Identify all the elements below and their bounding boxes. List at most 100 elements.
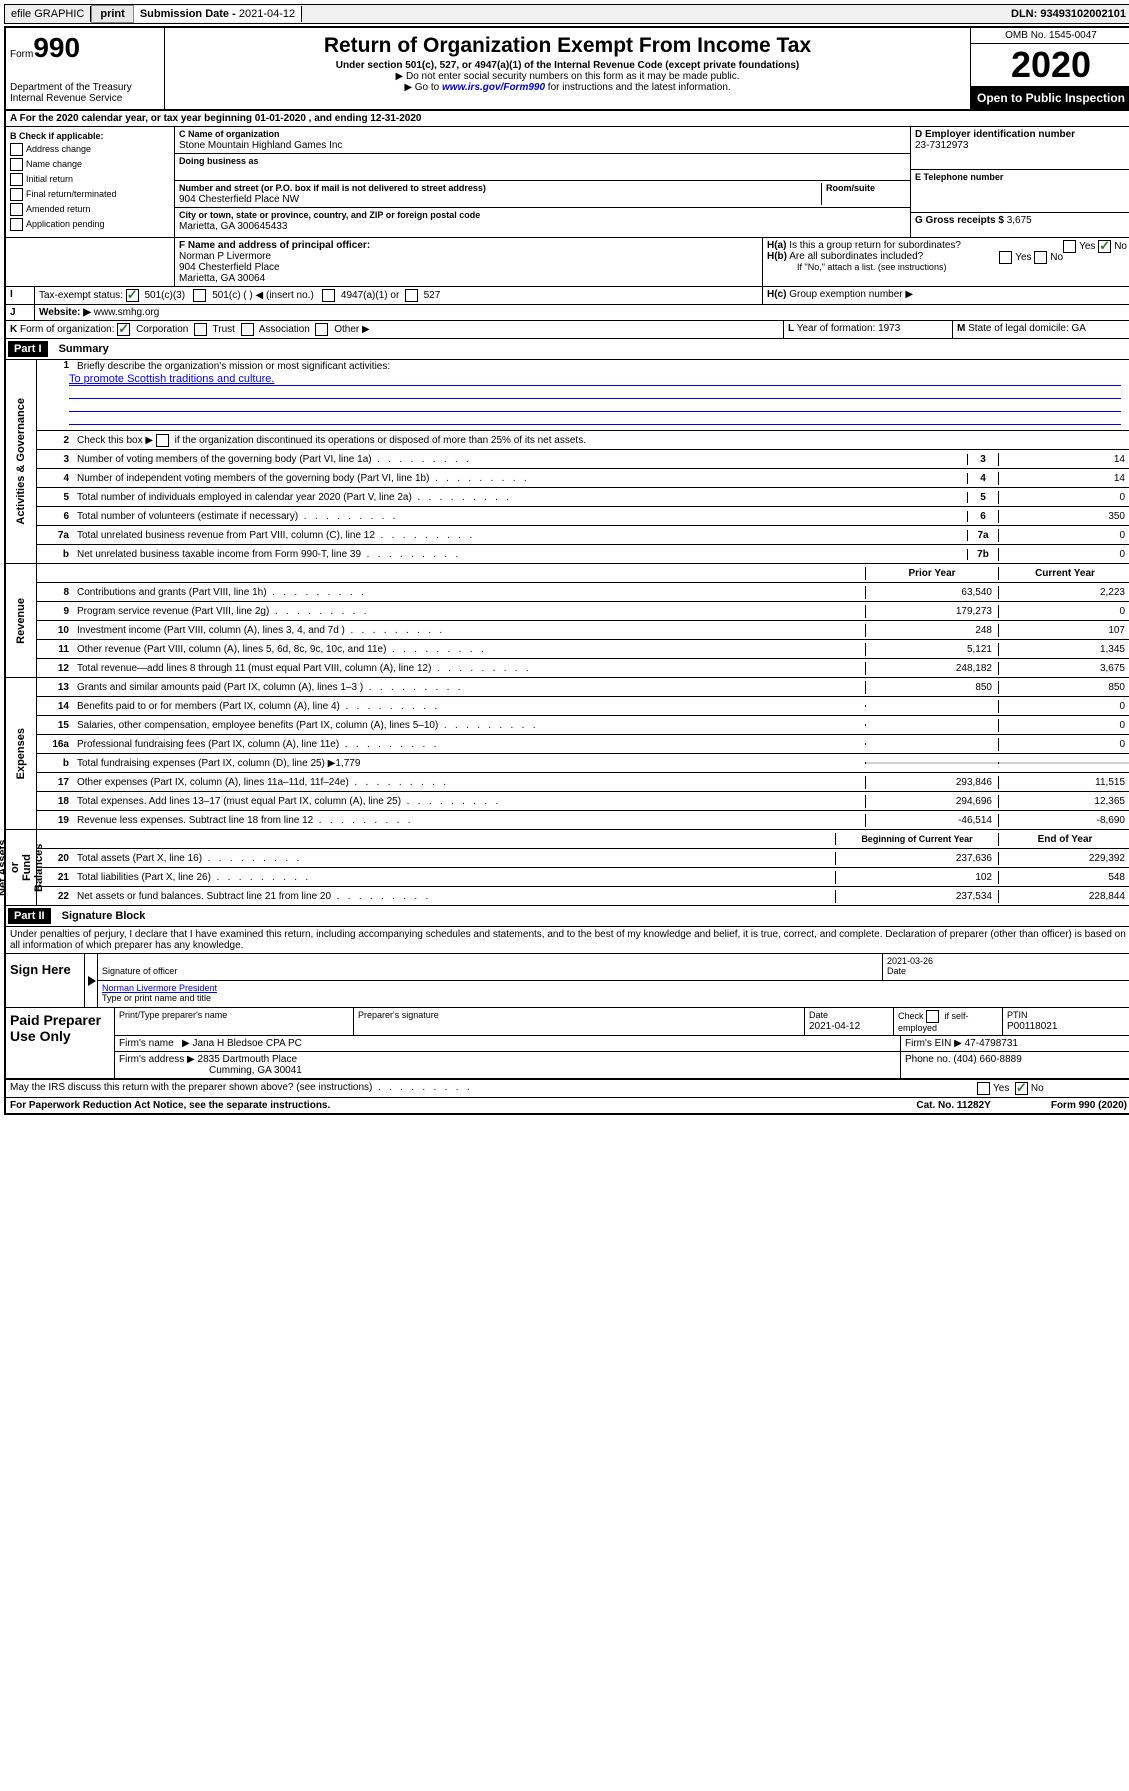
side-revenue: Revenue (13, 594, 29, 648)
cb-other[interactable] (315, 323, 328, 336)
rev-line-11: 11Other revenue (Part VIII, column (A), … (37, 640, 1129, 659)
exp-line-15: 15Salaries, other compensation, employee… (37, 716, 1129, 735)
cb-name[interactable]: Name change (10, 158, 170, 171)
section-f-h: F Name and address of principal officer:… (6, 238, 1129, 287)
dln-label: DLN: 93493102002101 (1005, 6, 1129, 22)
cb-address[interactable]: Address change (10, 143, 170, 156)
net-line-21: 21Total liabilities (Part X, line 26)102… (37, 868, 1129, 887)
cb-initial[interactable]: Initial return (10, 173, 170, 186)
ha-yes[interactable] (1063, 240, 1076, 253)
exp-line-19: 19Revenue less expenses. Subtract line 1… (37, 811, 1129, 829)
note-link: ▶ Go to www.irs.gov/Form990 for instruct… (169, 82, 966, 93)
org-address: 904 Chesterfield Place NW (179, 194, 299, 205)
cb-trust[interactable] (194, 323, 207, 336)
gov-line-5: 5Total number of individuals employed in… (37, 488, 1129, 507)
form-container: Form990 Department of the Treasury Inter… (4, 26, 1129, 1115)
domicile: GA (1072, 323, 1086, 334)
arrow-icon (88, 976, 96, 986)
cb-501c3[interactable] (126, 289, 139, 302)
cb-discontinued[interactable] (156, 434, 169, 447)
box-d-e-g: D Employer identification number23-73129… (910, 127, 1129, 237)
top-toolbar: efile GRAPHIC print Submission Date - 20… (4, 4, 1129, 24)
gross-receipts: 3,675 (1007, 215, 1032, 226)
net-line-20: 20Total assets (Part X, line 16)237,6362… (37, 849, 1129, 868)
paid-preparer: Paid Preparer Use Only Print/Type prepar… (6, 1008, 1129, 1080)
officer-print-name: Norman Livermore President (102, 983, 217, 993)
discuss-no[interactable] (1015, 1082, 1028, 1095)
side-governance: Activities & Governance (13, 394, 29, 529)
gov-line-7a: 7aTotal unrelated business revenue from … (37, 526, 1129, 545)
cb-assoc[interactable] (241, 323, 254, 336)
tax-year: 2020 (971, 44, 1129, 87)
exp-line-17: 17Other expenses (Part IX, column (A), l… (37, 773, 1129, 792)
website: www.smhg.org (94, 307, 160, 318)
prep-date: 2021-04-12 (809, 1021, 860, 1032)
section-governance: Activities & Governance 1Briefly describ… (6, 360, 1129, 564)
exp-line-18: 18Total expenses. Add lines 13–17 (must … (37, 792, 1129, 811)
open-public: Open to Public Inspection (971, 87, 1129, 109)
firm-addr: 2835 Dartmouth Place (198, 1054, 298, 1065)
year-formation: 1973 (878, 323, 900, 334)
print-button[interactable]: print (91, 5, 133, 23)
line-a: A For the 2020 calendar year, or tax yea… (6, 111, 1129, 127)
gov-line-6: 6Total number of volunteers (estimate if… (37, 507, 1129, 526)
cb-self-employed[interactable] (926, 1010, 939, 1023)
mission-text: To promote Scottish traditions and cultu… (69, 373, 1121, 386)
firm-name: Jana H Bledsoe CPA PC (193, 1038, 302, 1049)
rev-line-12: 12Total revenue—add lines 8 through 11 (… (37, 659, 1129, 677)
form-title: Return of Organization Exempt From Incom… (169, 34, 966, 58)
rev-line-10: 10Investment income (Part VIII, column (… (37, 621, 1129, 640)
header-right: OMB No. 1545-0047 2020 Open to Public In… (970, 28, 1129, 109)
cb-527[interactable] (405, 289, 418, 302)
exp-line-b: bTotal fundraising expenses (Part IX, co… (37, 754, 1129, 773)
officer-name: Norman P Livermore (179, 251, 271, 262)
cb-amended[interactable]: Amended return (10, 203, 170, 216)
perjury-declaration: Under penalties of perjury, I declare th… (6, 927, 1129, 954)
form-subtitle: Under section 501(c), 527, or 4947(a)(1)… (169, 60, 966, 71)
form-footer: For Paperwork Reduction Act Notice, see … (6, 1098, 1129, 1113)
submission-date: Submission Date - 2021-04-12 (134, 6, 302, 22)
cb-corp[interactable] (117, 323, 130, 336)
exp-line-13: 13Grants and similar amounts paid (Part … (37, 678, 1129, 697)
firm-ein: 47-4798731 (965, 1038, 1018, 1049)
cb-501c[interactable] (193, 289, 206, 302)
sign-date: 2021-03-26 (887, 956, 933, 966)
discuss-yes[interactable] (977, 1082, 990, 1095)
irs-link[interactable]: www.irs.gov/Form990 (442, 82, 545, 93)
form-number: Form990 (10, 32, 160, 64)
org-city: Marietta, GA 300645433 (179, 221, 287, 232)
discuss-row: May the IRS discuss this return with the… (6, 1080, 1129, 1098)
hb-yes[interactable] (999, 251, 1012, 264)
form-header: Form990 Department of the Treasury Inter… (6, 28, 1129, 111)
gov-line-b: bNet unrelated business taxable income f… (37, 545, 1129, 563)
cb-final[interactable]: Final return/terminated (10, 188, 170, 201)
gov-line-4: 4Number of independent voting members of… (37, 469, 1129, 488)
ha-no[interactable] (1098, 240, 1111, 253)
cb-4947[interactable] (322, 289, 335, 302)
section-expenses: Expenses 13Grants and similar amounts pa… (6, 678, 1129, 830)
omb-number: OMB No. 1545-0047 (971, 28, 1129, 44)
org-name: Stone Mountain Highland Games Inc (179, 140, 342, 151)
sign-here: Sign Here Signature of officer 2021-03-2… (6, 954, 1129, 1008)
net-line-22: 22Net assets or fund balances. Subtract … (37, 887, 1129, 905)
part1-header: Part I Summary (6, 339, 1129, 360)
gov-line-3: 3Number of voting members of the governi… (37, 450, 1129, 469)
rev-line-8: 8Contributions and grants (Part VIII, li… (37, 583, 1129, 602)
line-i-h: I Tax-exempt status: 501(c)(3) 501(c) ( … (6, 287, 1129, 305)
line-k-l-m: K Form of organization: Corporation Trus… (6, 321, 1129, 339)
note-ssn: ▶ Do not enter social security numbers o… (169, 71, 966, 82)
box-c: C Name of organizationStone Mountain Hig… (175, 127, 910, 237)
section-b-d: B Check if applicable: Address change Na… (6, 127, 1129, 238)
ptin: P00118021 (1007, 1021, 1057, 1032)
dept-label: Department of the Treasury Internal Reve… (10, 82, 160, 104)
hb-no[interactable] (1034, 251, 1047, 264)
line-j: J Website: ▶ www.smhg.org (6, 305, 1129, 321)
side-expenses: Expenses (13, 724, 29, 783)
header-center: Return of Organization Exempt From Incom… (165, 28, 970, 109)
efile-label: efile GRAPHIC (5, 6, 91, 22)
cb-pending[interactable]: Application pending (10, 218, 170, 231)
ein: 23-7312973 (915, 140, 968, 151)
firm-phone: (404) 660-8889 (953, 1054, 1021, 1065)
exp-line-14: 14Benefits paid to or for members (Part … (37, 697, 1129, 716)
box-b: B Check if applicable: Address change Na… (6, 127, 175, 237)
